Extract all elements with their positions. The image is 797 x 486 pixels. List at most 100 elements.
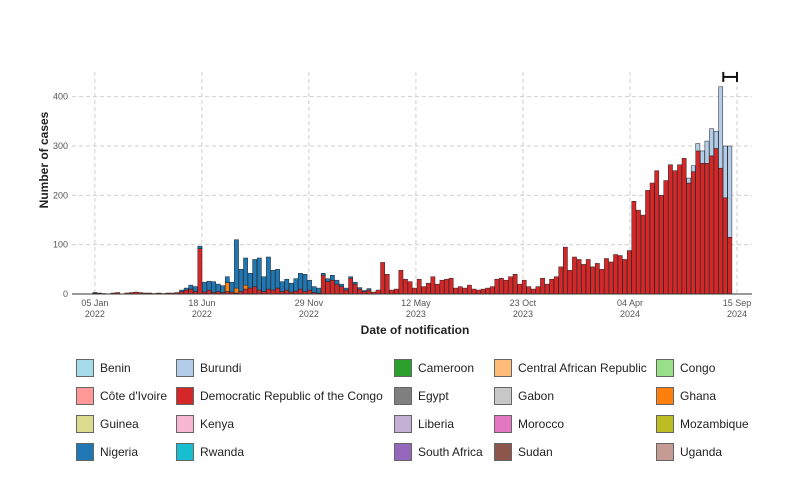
- legend-swatch: [76, 359, 94, 377]
- bar-segment: [494, 278, 500, 295]
- bar-segment: [343, 287, 349, 291]
- bar-segment: [352, 281, 358, 285]
- bar-segment: [690, 171, 696, 295]
- bar-segment: [270, 289, 276, 295]
- bar-segment: [243, 288, 248, 295]
- x-tick-label: 05 Jan 2022: [81, 298, 108, 319]
- legend-item: Gabon: [494, 386, 554, 406]
- legend-swatch: [656, 359, 674, 377]
- bar-segment: [425, 282, 431, 295]
- bar-segment: [499, 277, 504, 295]
- legend-label: Kenya: [200, 417, 235, 431]
- bar-segment: [261, 276, 267, 292]
- bar-segment: [485, 287, 491, 295]
- bar-segment: [558, 266, 564, 295]
- bar-segment: [448, 277, 454, 295]
- legend-item: Rwanda: [176, 442, 244, 462]
- bar-segment: [234, 239, 239, 289]
- bar-segment: [252, 259, 258, 287]
- bar-segment: [658, 195, 664, 295]
- legend-item: Liberia: [394, 414, 454, 434]
- bar-segment: [393, 288, 399, 295]
- legend-label: Côte d'Ivoire: [100, 389, 167, 403]
- bar-segment: [553, 276, 559, 295]
- legend-label: Cameroon: [418, 361, 475, 375]
- bar-segment: [279, 281, 285, 292]
- bar-segment: [339, 283, 344, 287]
- bar-segment: [471, 288, 477, 295]
- legend-label: Democratic Republic of the Congo: [200, 389, 383, 403]
- bar-segment: [366, 289, 372, 295]
- bar-segment: [334, 279, 340, 285]
- bar-segment: [439, 279, 445, 295]
- bar-segment: [590, 266, 596, 295]
- legend-label: Burundi: [200, 361, 242, 375]
- bar-segment: [252, 286, 258, 295]
- legend-swatch: [76, 443, 94, 461]
- x-tick-label: 23 Oct 2023: [510, 298, 537, 319]
- legend-swatch: [656, 443, 674, 461]
- bar-segment: [179, 289, 184, 292]
- bar-segment: [645, 190, 650, 295]
- bar-segment: [256, 289, 262, 295]
- bar-segment: [266, 288, 271, 295]
- y-tick-label: 100: [53, 240, 68, 250]
- bar-segment: [640, 214, 646, 295]
- bar-segment: [256, 257, 262, 291]
- bar-segment: [270, 270, 276, 291]
- bar-segment: [521, 279, 527, 295]
- bar-segment: [275, 287, 280, 295]
- bar-segment: [398, 270, 404, 295]
- bar-segment: [576, 259, 582, 295]
- x-tick-label: 12 May 2023: [401, 298, 431, 319]
- legend-swatch: [394, 387, 412, 405]
- bar-segment: [206, 280, 212, 291]
- legend-swatch: [176, 415, 194, 433]
- legend-item: Kenya: [176, 414, 234, 434]
- legend-swatch: [394, 443, 412, 461]
- legend-item: Benin: [76, 358, 131, 378]
- legend-item: Morocco: [494, 414, 564, 434]
- bar-segment: [215, 283, 221, 292]
- bar-segment: [722, 197, 728, 295]
- bar-segment: [275, 269, 280, 289]
- bar-segment: [183, 287, 189, 291]
- legend-label: Mozambique: [680, 417, 749, 431]
- bar-segment: [718, 86, 724, 169]
- legend-label: Liberia: [418, 417, 455, 431]
- bar-segment: [727, 237, 733, 295]
- bar-segment: [311, 286, 317, 293]
- legend-item: Sudan: [494, 442, 553, 462]
- legend-item: Nigeria: [76, 442, 138, 462]
- legend-label: Benin: [100, 361, 131, 375]
- bar-segment: [224, 276, 230, 283]
- bar-segment: [727, 145, 733, 238]
- bar-segment: [709, 155, 714, 295]
- bar-segment: [668, 164, 673, 295]
- bar-segment: [654, 170, 660, 295]
- bar-segment: [686, 182, 692, 295]
- legend-swatch: [176, 443, 194, 461]
- bar-segment: [243, 284, 248, 290]
- bar-segment: [480, 288, 486, 295]
- bar-segment: [183, 289, 189, 295]
- bar-segment: [298, 288, 303, 295]
- y-tick-label: 400: [53, 92, 68, 102]
- legend-label: Nigeria: [100, 445, 139, 459]
- legend-swatch: [494, 387, 512, 405]
- bar-segment: [384, 274, 390, 295]
- bar-segment: [594, 263, 600, 295]
- bar-segment: [288, 282, 294, 293]
- legend-item: Cameroon: [394, 358, 474, 378]
- bar-segment: [695, 143, 701, 152]
- bar-segment: [403, 278, 408, 295]
- bar-segment: [462, 287, 468, 295]
- legend-item: Côte d'Ivoire: [76, 386, 167, 406]
- bar-segment: [626, 250, 632, 295]
- bar-segment: [526, 286, 532, 295]
- bar-segment: [307, 279, 312, 291]
- bar-segment: [302, 274, 308, 292]
- legend-swatch: [394, 415, 412, 433]
- bar-segment: [700, 163, 705, 295]
- bar-segment: [188, 288, 194, 295]
